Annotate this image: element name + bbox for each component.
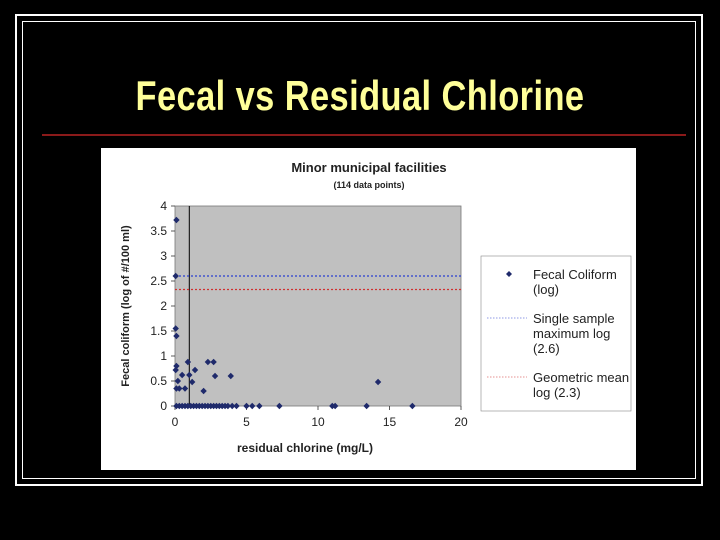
data-point bbox=[276, 402, 283, 410]
legend-label: Single sample bbox=[533, 311, 615, 326]
y-tick-label: 3 bbox=[160, 249, 167, 263]
slide-title: Fecal vs Residual Chlorine bbox=[135, 72, 585, 119]
data-point bbox=[173, 362, 180, 370]
data-point bbox=[243, 402, 250, 410]
data-point bbox=[172, 272, 179, 280]
legend-label: (2.6) bbox=[533, 341, 560, 356]
data-point bbox=[374, 378, 382, 386]
data-point bbox=[204, 358, 212, 366]
y-tick-label: 4 bbox=[160, 199, 167, 213]
legend-label: (log) bbox=[533, 282, 559, 297]
data-point bbox=[173, 332, 180, 340]
data-point bbox=[249, 402, 256, 410]
data-point bbox=[191, 366, 199, 374]
x-tick-label: 15 bbox=[383, 415, 397, 429]
legend-label: Geometric mean bbox=[533, 370, 629, 385]
data-point bbox=[211, 372, 219, 380]
plot-area bbox=[174, 205, 462, 407]
slide-frame-outer bbox=[15, 14, 703, 486]
x-tick-label: 10 bbox=[311, 415, 325, 429]
data-point bbox=[229, 402, 236, 410]
title-divider bbox=[42, 134, 686, 136]
data-point bbox=[173, 216, 180, 224]
legend-entry: Fecal Coliform(log) bbox=[506, 267, 617, 297]
y-tick-label: 2.5 bbox=[150, 274, 167, 288]
y-tick-label: 2 bbox=[160, 299, 167, 313]
scatter-chart: Minor municipal facilities (114 data poi… bbox=[120, 160, 632, 455]
chart-title: Minor municipal facilities bbox=[291, 160, 446, 175]
chart-subtitle: (114 data points) bbox=[333, 180, 404, 190]
legend-label: log (2.3) bbox=[533, 385, 581, 400]
data-point bbox=[200, 387, 207, 395]
chart-panel: Minor municipal facilities (114 data poi… bbox=[101, 148, 636, 470]
x-tick-label: 20 bbox=[454, 415, 468, 429]
data-point bbox=[176, 385, 183, 392]
y-tick-label: 1 bbox=[160, 349, 167, 363]
x-tick-label: 5 bbox=[243, 415, 250, 429]
slide-frame-inner bbox=[22, 21, 696, 479]
x-tick-label: 0 bbox=[172, 415, 179, 429]
data-point bbox=[172, 325, 179, 332]
y-tick-label: 3.5 bbox=[150, 224, 167, 238]
y-tick-label: 1.5 bbox=[150, 324, 167, 338]
legend-marker-swatch bbox=[506, 271, 512, 277]
legend-label: maximum log bbox=[533, 326, 610, 341]
data-point bbox=[233, 402, 240, 410]
data-point bbox=[227, 372, 234, 380]
data-point bbox=[184, 358, 192, 366]
y-tick-label: 0 bbox=[160, 399, 167, 413]
data-point bbox=[210, 358, 217, 366]
data-point bbox=[178, 371, 186, 379]
data-point bbox=[188, 378, 196, 386]
y-axis-title: Fecal coliform (log of #/100 ml) bbox=[120, 225, 132, 387]
data-point bbox=[172, 366, 179, 374]
data-point bbox=[363, 402, 370, 410]
legend-box bbox=[480, 255, 632, 412]
y-tick-label: 0.5 bbox=[150, 374, 167, 388]
data-point bbox=[409, 402, 416, 410]
data-point bbox=[174, 377, 182, 385]
data-point bbox=[256, 402, 263, 410]
data-point bbox=[186, 371, 193, 379]
x-axis-title: residual chlorine (mg/L) bbox=[237, 441, 373, 455]
data-point bbox=[224, 402, 232, 410]
data-point bbox=[181, 385, 189, 392]
legend-label: Fecal Coliform bbox=[533, 267, 617, 282]
